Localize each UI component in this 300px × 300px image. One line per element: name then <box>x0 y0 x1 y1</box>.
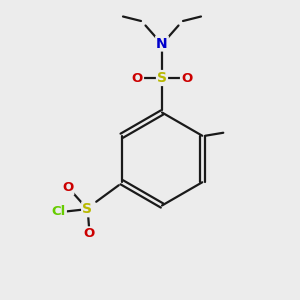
Text: S: S <box>157 71 167 85</box>
Text: S: S <box>82 202 92 216</box>
Text: O: O <box>83 227 94 240</box>
Text: O: O <box>62 181 74 194</box>
Text: O: O <box>132 71 143 85</box>
Text: Cl: Cl <box>52 205 66 218</box>
Text: O: O <box>181 71 192 85</box>
Text: N: N <box>156 37 168 50</box>
